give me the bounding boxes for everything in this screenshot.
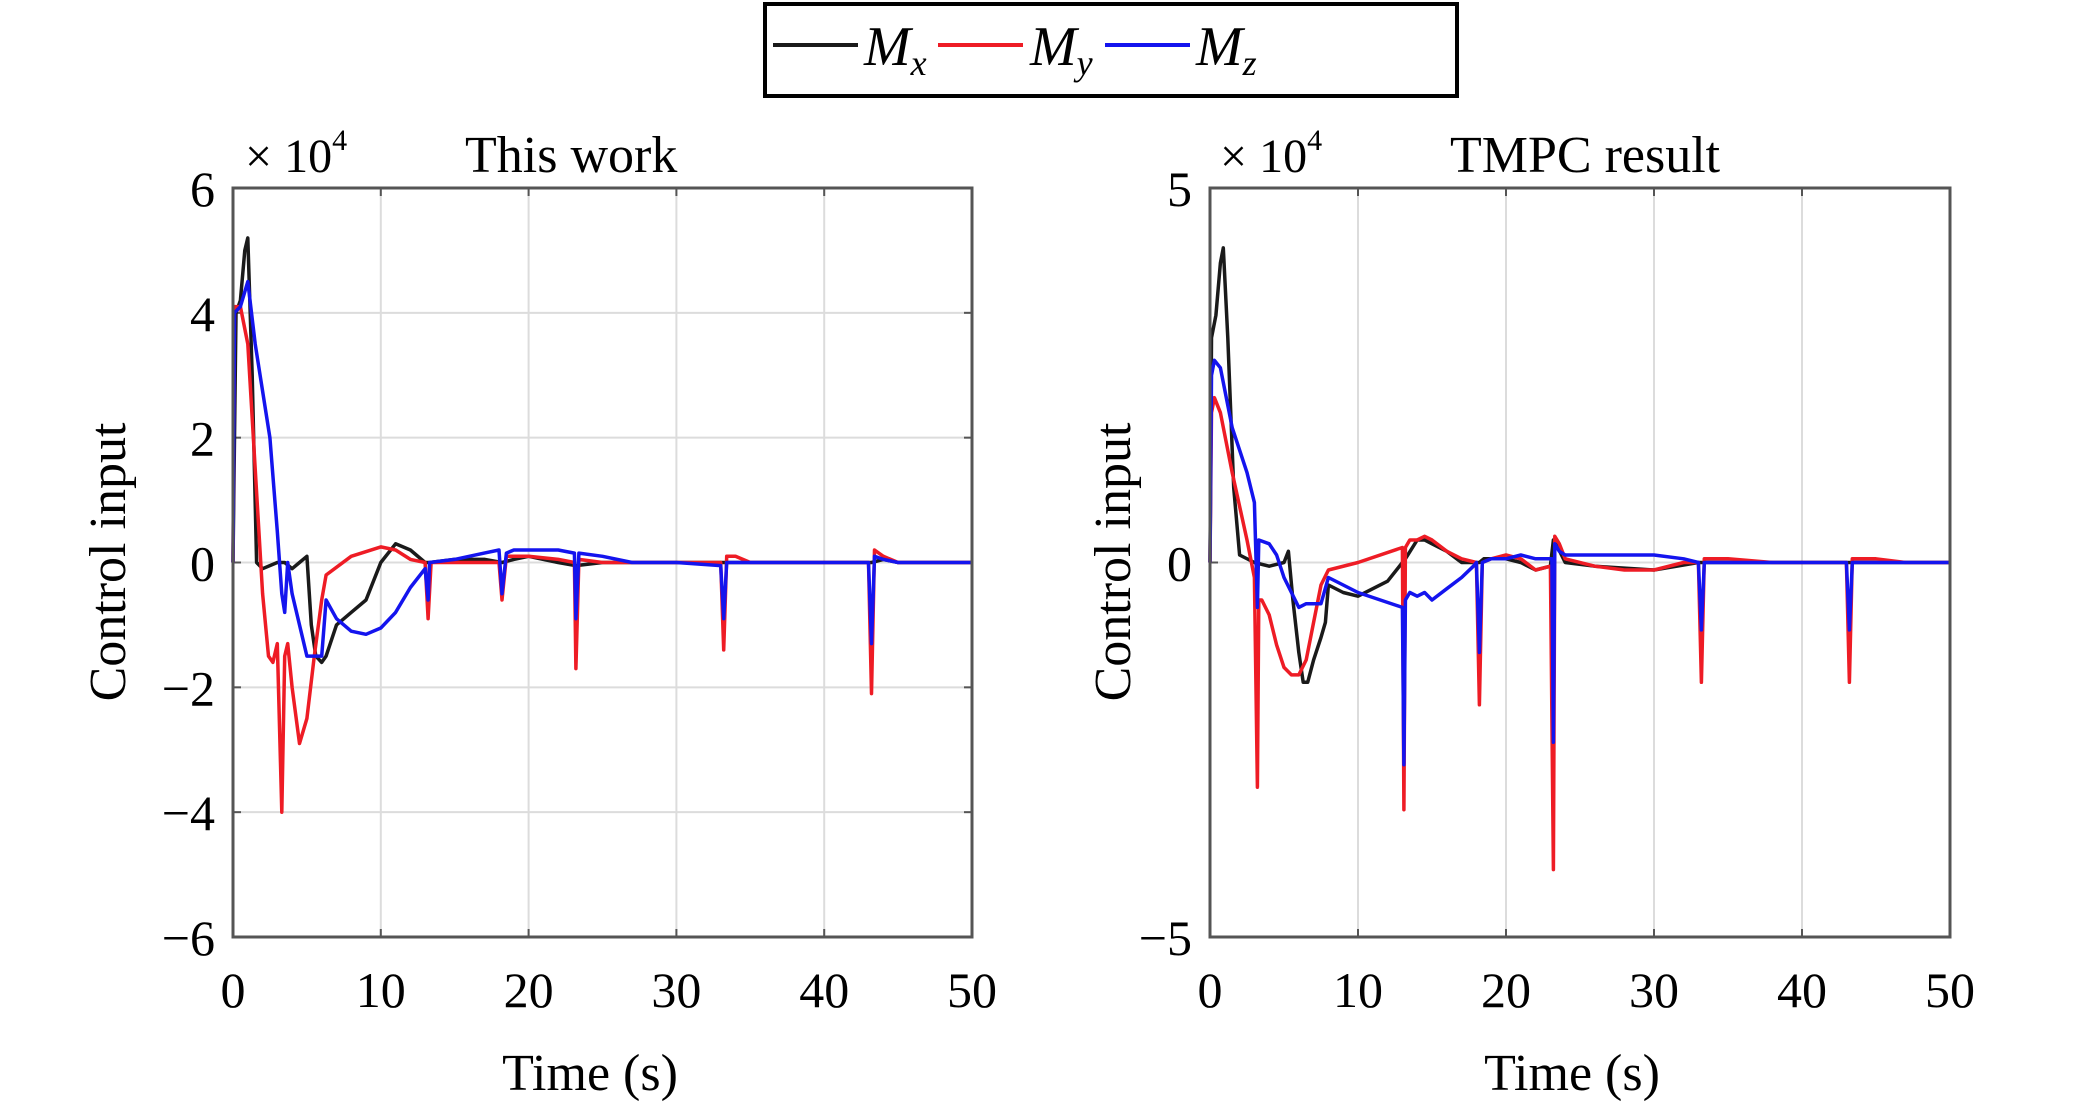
y-tick-label: 0 (190, 536, 215, 592)
series-line-mz (1208, 358, 1950, 767)
x-tick-label: 40 (799, 962, 849, 1018)
x-tick-label: 10 (356, 962, 406, 1018)
legend-entry-mx: Mx (773, 16, 927, 83)
legend-label-mz: Mz (1195, 16, 1257, 83)
y-multiplier: × 104 (245, 124, 347, 183)
x-tick-label: 50 (1925, 962, 1975, 1018)
series-line-mx (1208, 246, 1950, 685)
panel-title: TMPC result (1450, 127, 1721, 184)
y-tick-label: −6 (162, 910, 215, 966)
series-group (1208, 246, 1950, 872)
x-tick-labels: 0 10 20 30 40 50 (1198, 962, 1976, 1018)
x-tick-label: 10 (1333, 962, 1383, 1018)
legend: Mx My Mz (763, 2, 1459, 98)
x-tick-label: 30 (651, 962, 701, 1018)
x-tick-label: 20 (504, 962, 554, 1018)
x-tick-label: 0 (221, 962, 246, 1018)
y-axis-label: Control input (1085, 422, 1142, 701)
axes-frame (231, 186, 974, 939)
legend-entry-mz: Mz (1105, 16, 1257, 83)
x-tick-label: 20 (1481, 962, 1531, 1018)
x-tick-label: 30 (1629, 962, 1679, 1018)
y-tick-label: 5 (1167, 161, 1192, 217)
legend-box (763, 2, 1459, 98)
y-tick-label: 2 (190, 411, 215, 467)
legend-label-mx: Mx (863, 16, 927, 83)
series-line-my (231, 304, 972, 814)
series-line-mz (231, 279, 972, 658)
x-axis-label: Time (s) (1484, 1045, 1660, 1102)
x-axis-label: Time (s) (502, 1045, 678, 1102)
legend-label-my: My (1029, 16, 1093, 83)
y-tick-label: 4 (190, 286, 215, 342)
x-tick-label: 50 (947, 962, 997, 1018)
x-tick-label: 40 (1777, 962, 1827, 1018)
y-tick-labels: 5 0 −5 (1139, 161, 1192, 966)
y-tick-label: −2 (162, 660, 215, 716)
x-tick-labels: 0 10 20 30 40 50 (221, 962, 998, 1018)
y-multiplier: × 104 (1220, 124, 1322, 183)
y-axis-label: Control input (80, 422, 137, 701)
axes-frame (1208, 186, 1952, 939)
panel-title: This work (465, 127, 677, 184)
legend-entry-my: My (938, 16, 1093, 83)
y-tick-label: 0 (1167, 536, 1192, 592)
panel-tmpc-result: 50−5 0 10 20 30 40 50 × 104 TMPC result Time … (1085, 124, 1975, 1102)
y-tick-label: −5 (1139, 910, 1192, 966)
y-tick-label: −4 (162, 785, 215, 841)
y-tick-labels: 6 4 2 0 −2 −4 −6 (162, 161, 215, 966)
series-group (231, 236, 972, 814)
series-line-mx (231, 236, 972, 665)
y-tick-label: 6 (190, 161, 215, 217)
x-tick-label: 0 (1198, 962, 1223, 1018)
